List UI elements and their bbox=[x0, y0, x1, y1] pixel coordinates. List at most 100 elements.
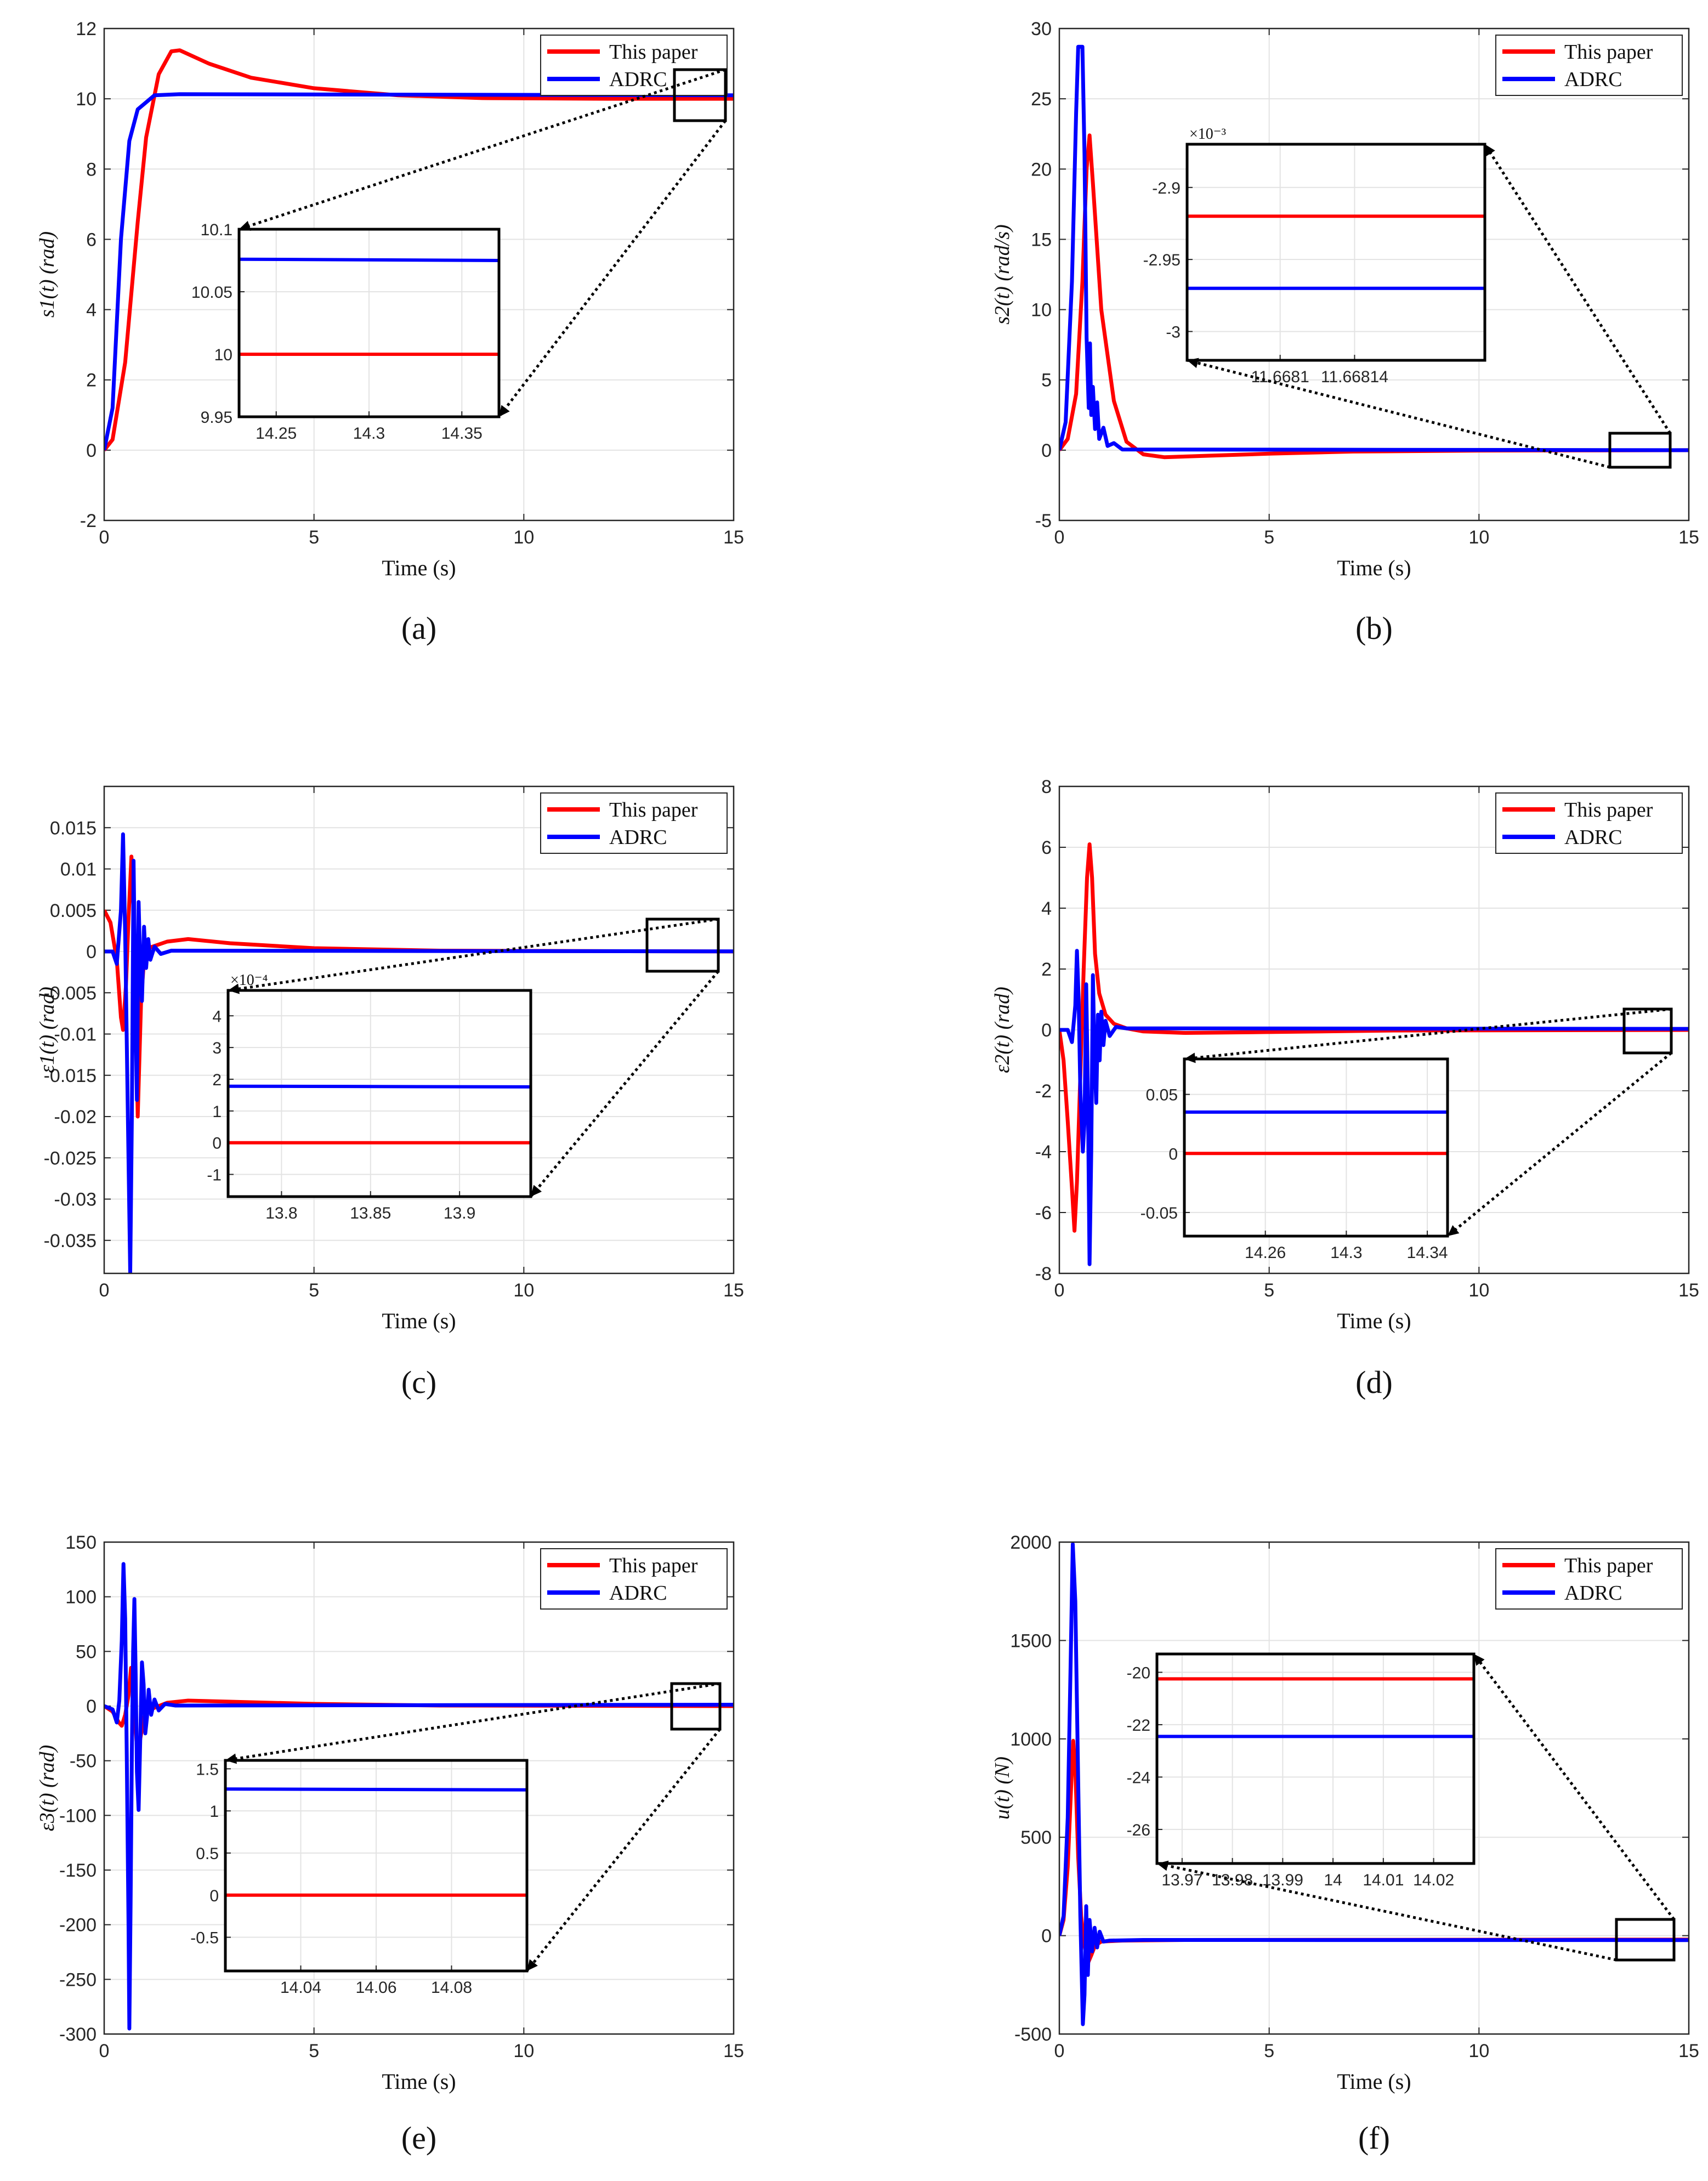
x-tick-label: 0 bbox=[1054, 1280, 1065, 1301]
inset-background bbox=[1184, 1059, 1448, 1236]
inset-y-tick-label: 0.05 bbox=[1146, 1086, 1178, 1104]
zoom-arrowhead bbox=[527, 1959, 538, 1971]
x-tick-label: 15 bbox=[723, 1280, 744, 1301]
legend-label: ADRC bbox=[609, 826, 667, 849]
inset-x-tick-label: 14.3 bbox=[353, 424, 385, 443]
inset-y-tick-label: -1 bbox=[207, 1166, 222, 1185]
x-tick-label: 5 bbox=[1264, 527, 1274, 548]
y-tick-label: -300 bbox=[59, 2024, 97, 2045]
legend: This paper ADRC bbox=[1495, 35, 1683, 96]
y-tick-label: -150 bbox=[59, 1860, 97, 1881]
x-tick-label: 5 bbox=[309, 1280, 319, 1301]
x-tick-label: 10 bbox=[513, 2041, 534, 2061]
x-axis-label: Time (s) bbox=[382, 2069, 456, 2094]
inset-x-tick-label: 14.08 bbox=[431, 1979, 472, 1997]
legend-box bbox=[540, 35, 728, 96]
legend-label: ADRC bbox=[1564, 68, 1622, 91]
inset-x-tick-label: 13.99 bbox=[1262, 1871, 1303, 1889]
y-tick-label: -6 bbox=[1035, 1203, 1052, 1223]
x-tick-label: 15 bbox=[723, 527, 744, 548]
zoom-arrowhead bbox=[1448, 1225, 1460, 1236]
legend-label: ADRC bbox=[609, 68, 667, 91]
inset-y-tick-label: 0 bbox=[1168, 1145, 1178, 1163]
y-tick-label: 0 bbox=[1041, 440, 1052, 461]
y-tick-label: -2 bbox=[1035, 1081, 1052, 1102]
inset-x-tick-label: 14.02 bbox=[1413, 1871, 1454, 1889]
inset-box bbox=[226, 989, 532, 1198]
legend: This paper ADRC bbox=[540, 35, 728, 96]
inset-y-tick-label: 1.5 bbox=[196, 1760, 219, 1778]
y-axis-label: ε3(t) (rad) bbox=[36, 1745, 59, 1831]
y-axis-label: ε1(t) (rad) bbox=[36, 987, 59, 1073]
inset-y-tick-label: 3 bbox=[212, 1039, 222, 1057]
series-line-adrc bbox=[104, 92, 734, 451]
inset-y-tick-label: -22 bbox=[1127, 1717, 1150, 1735]
zoom-arrowhead bbox=[1184, 1052, 1196, 1063]
inset-y-tick-label: 10.05 bbox=[191, 284, 232, 302]
y-tick-label: 6 bbox=[86, 229, 97, 250]
inset-y-tick-label: -20 bbox=[1127, 1664, 1150, 1682]
zoom-arrowhead bbox=[1157, 1860, 1169, 1871]
x-tick-label: 10 bbox=[513, 527, 534, 548]
inset-x-tick-label: 14.26 bbox=[1245, 1244, 1286, 1262]
legend-label: ADRC bbox=[1564, 1582, 1622, 1605]
inset-y-tick-label: 2 bbox=[212, 1071, 222, 1089]
axes-box bbox=[103, 1541, 735, 2035]
y-tick-label: 0 bbox=[86, 440, 97, 461]
legend-box bbox=[540, 792, 728, 854]
zoom-connector bbox=[225, 1682, 720, 1762]
x-tick-label: 15 bbox=[1678, 1280, 1699, 1301]
inset-box bbox=[1183, 1057, 1449, 1238]
series-line-this-paper bbox=[1059, 133, 1689, 460]
zoom-connector bbox=[228, 917, 719, 992]
y-tick-label: 2 bbox=[1041, 959, 1052, 980]
y-tick-label: -8 bbox=[1035, 1264, 1052, 1284]
series-line-this-paper bbox=[104, 854, 734, 1119]
y-tick-label: 12 bbox=[76, 19, 97, 39]
y-tick-label: -50 bbox=[70, 1751, 97, 1772]
zoom-source-box bbox=[645, 917, 720, 973]
inset-y-tick-label: 0 bbox=[212, 1135, 222, 1153]
y-tick-label: 4 bbox=[86, 300, 97, 321]
caption-e: (e) bbox=[401, 2120, 436, 2156]
inset-y-tick-label: -26 bbox=[1127, 1821, 1150, 1839]
y-axis-label: ε2(t) (rad) bbox=[991, 987, 1014, 1073]
y-axis-label: u(t) (N) bbox=[991, 1757, 1014, 1820]
x-tick-label: 0 bbox=[99, 1280, 110, 1301]
x-tick-label: 5 bbox=[1264, 1280, 1274, 1301]
inset-y-tick-label: -0.05 bbox=[1140, 1204, 1178, 1222]
series-line-adrc bbox=[1059, 949, 1689, 1266]
zoom-arrowhead bbox=[1187, 358, 1199, 369]
y-tick-label: 1500 bbox=[1010, 1630, 1052, 1651]
zoom-inset: 14.26 14.3 14.34 -0.05 0 0.05 bbox=[1140, 1057, 1449, 1262]
inset-box bbox=[1185, 143, 1486, 362]
inset-box bbox=[1155, 1652, 1476, 1865]
inset-series-line-adrc bbox=[228, 1084, 531, 1089]
y-tick-label: 20 bbox=[1031, 159, 1052, 180]
y-tick-label: 0.015 bbox=[50, 818, 97, 839]
inset-x-tick-label: 13.97 bbox=[1161, 1871, 1202, 1889]
axes-box bbox=[1058, 785, 1690, 1274]
axes-box bbox=[103, 27, 735, 522]
x-axis-label: Time (s) bbox=[1337, 2069, 1411, 2094]
caption-b: (b) bbox=[1355, 610, 1393, 646]
zoom-arrowhead bbox=[531, 1185, 542, 1197]
y-tick-label: -0.005 bbox=[44, 983, 97, 1004]
inset-x-tick-label: 14.04 bbox=[280, 1979, 321, 1997]
inset-exponent-label: ×10⁻³ bbox=[1189, 126, 1226, 143]
y-tick-label: 100 bbox=[65, 1587, 97, 1608]
inset-x-tick-label: 14.34 bbox=[1407, 1244, 1448, 1262]
x-tick-label: 0 bbox=[99, 527, 110, 548]
axes-box bbox=[1058, 1541, 1690, 2035]
y-tick-label: -0.01 bbox=[54, 1024, 97, 1045]
caption-f: (f) bbox=[1358, 2120, 1390, 2156]
inset-x-tick-label: 14.25 bbox=[256, 424, 297, 443]
y-tick-label: -5 bbox=[1035, 511, 1052, 531]
caption-d: (d) bbox=[1355, 1364, 1393, 1400]
inset-x-tick-label: 14.01 bbox=[1363, 1871, 1404, 1889]
inset-y-tick-label: -2.9 bbox=[1152, 179, 1181, 197]
